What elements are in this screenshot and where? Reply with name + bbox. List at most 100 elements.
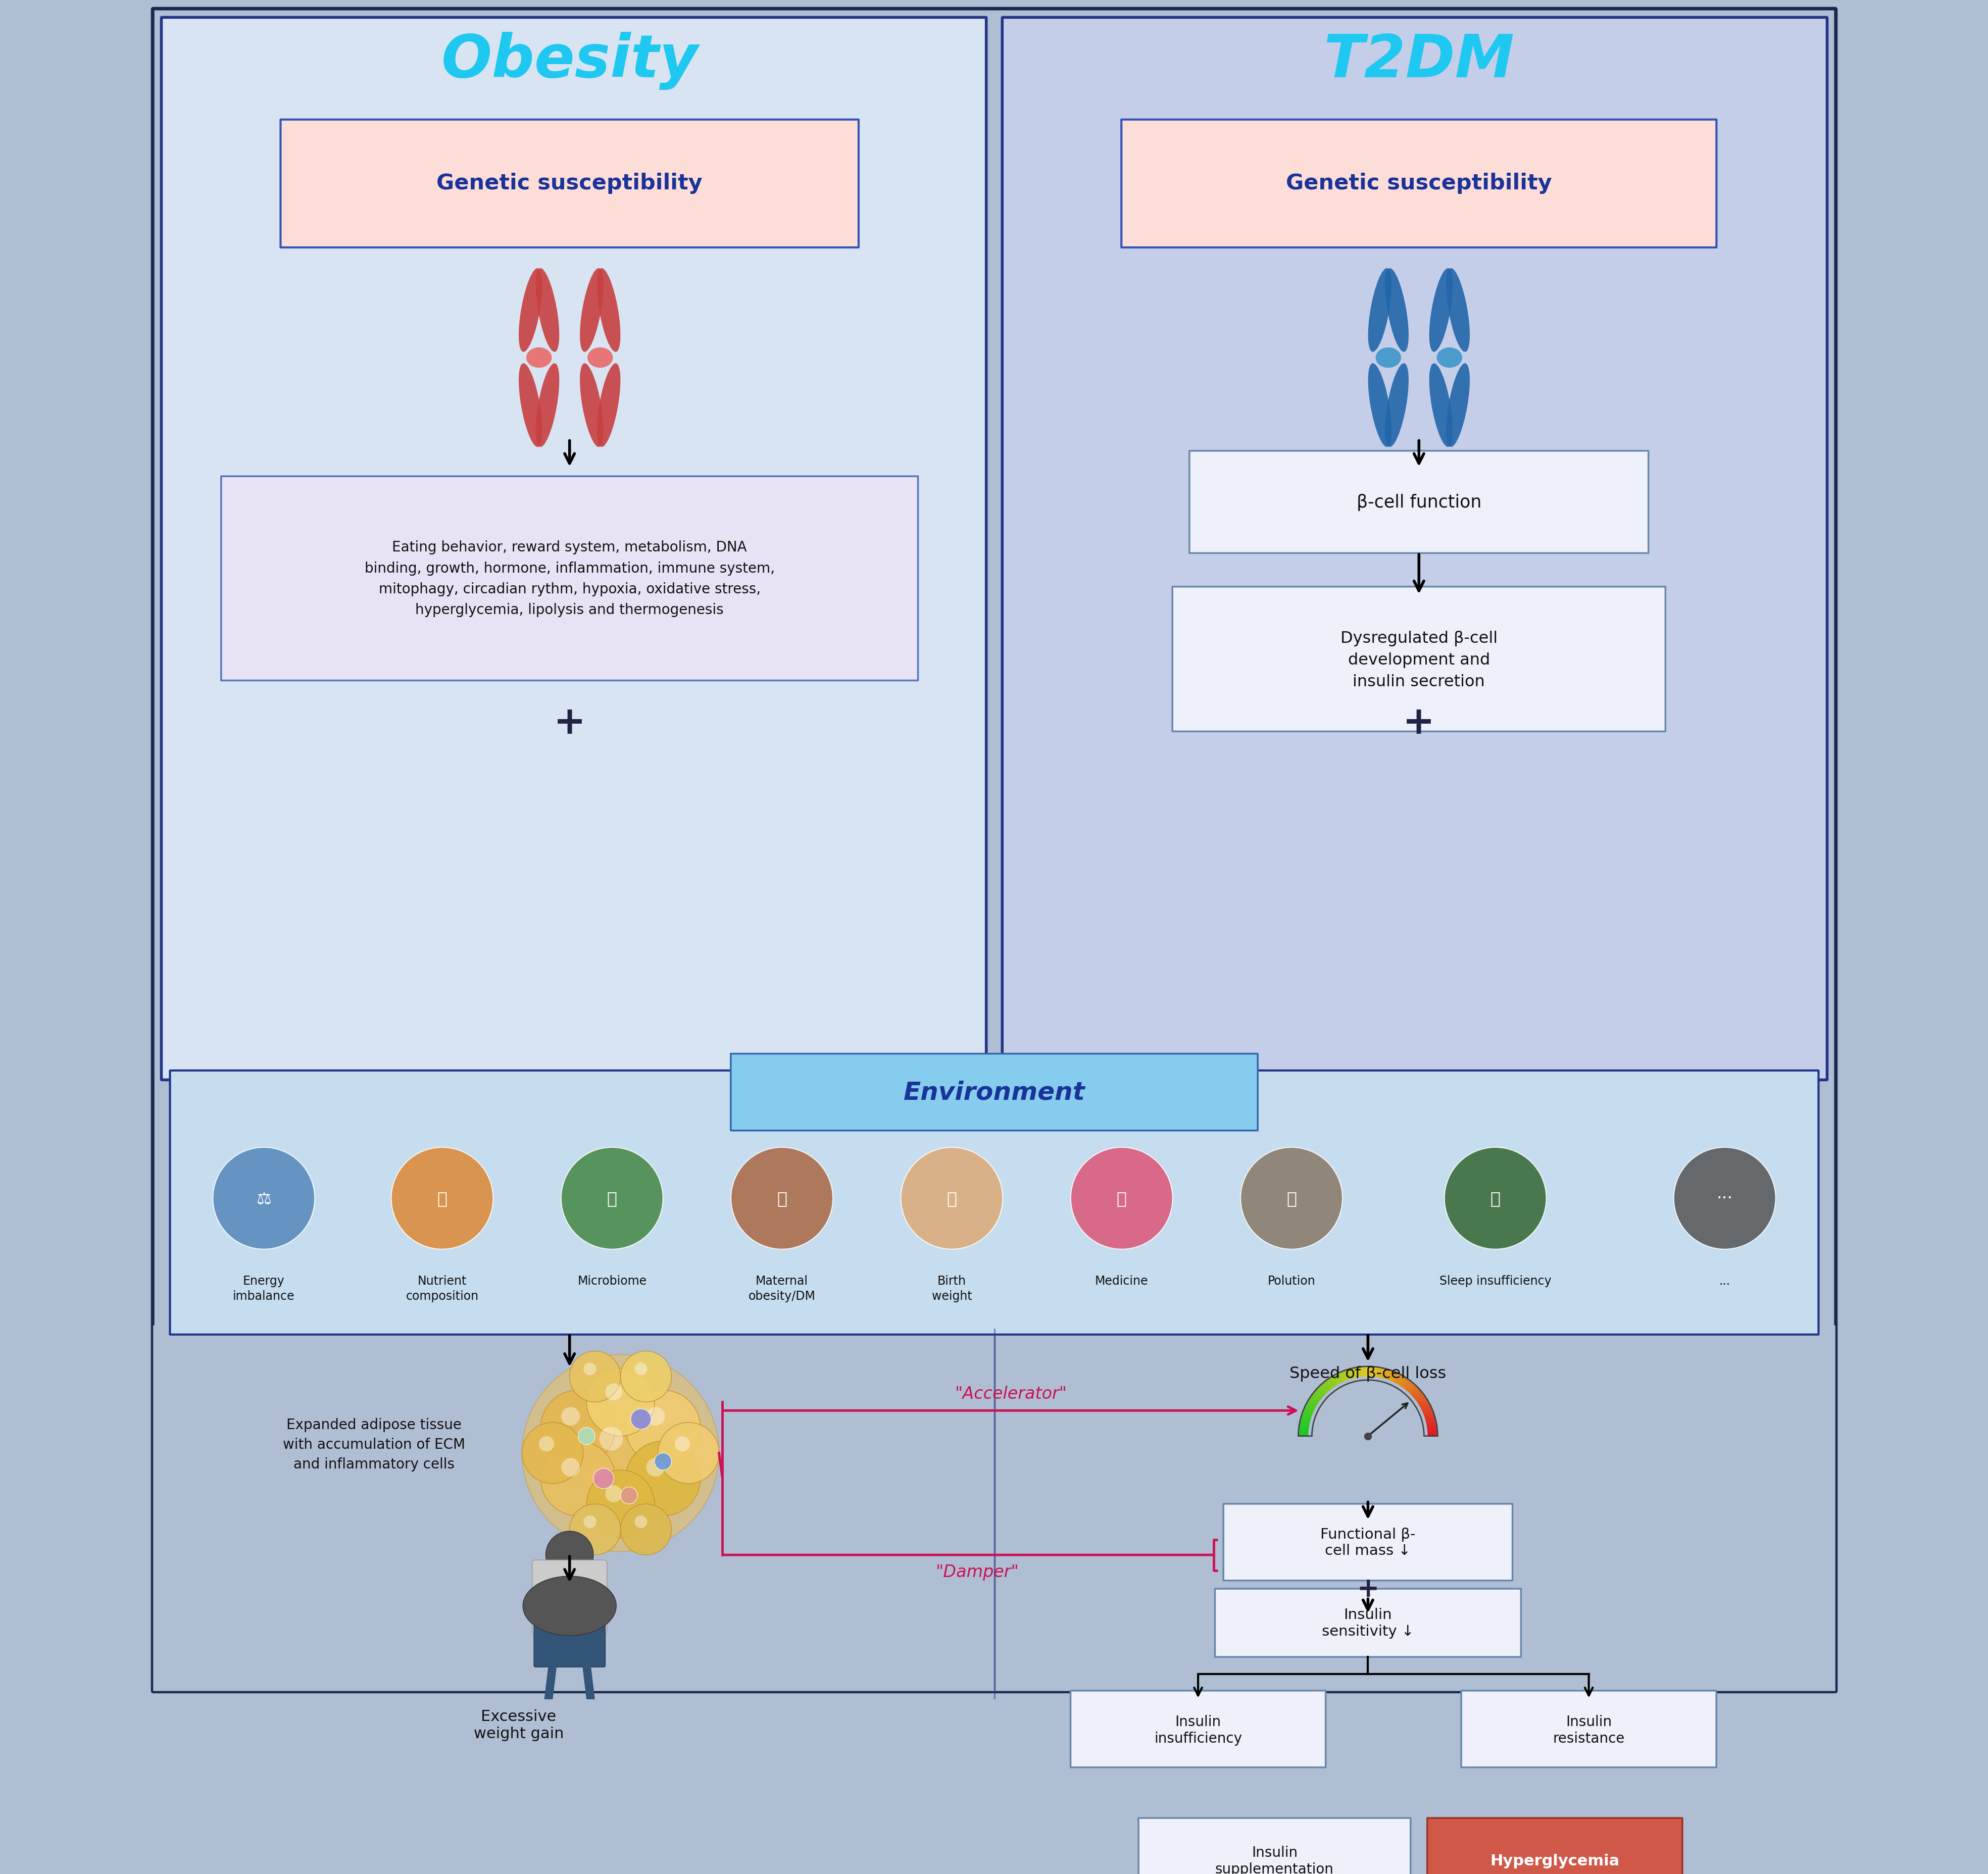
Circle shape — [541, 1441, 616, 1516]
Text: Insulin
resistance: Insulin resistance — [1553, 1715, 1624, 1745]
Ellipse shape — [1386, 268, 1408, 352]
Text: +: + — [1356, 1576, 1380, 1602]
FancyBboxPatch shape — [1189, 452, 1648, 553]
Text: ...: ... — [1720, 1274, 1730, 1287]
Text: Medicine: Medicine — [1095, 1274, 1147, 1287]
FancyBboxPatch shape — [533, 1559, 606, 1634]
Ellipse shape — [580, 268, 602, 352]
Circle shape — [646, 1458, 664, 1477]
FancyBboxPatch shape — [153, 1325, 1835, 1690]
Text: β-cell function: β-cell function — [1356, 493, 1481, 512]
Ellipse shape — [1429, 268, 1453, 352]
Ellipse shape — [596, 268, 620, 352]
Text: Environment: Environment — [903, 1079, 1085, 1104]
Ellipse shape — [596, 364, 620, 448]
Circle shape — [586, 1469, 654, 1539]
Ellipse shape — [1368, 364, 1392, 448]
Circle shape — [541, 1391, 616, 1465]
Circle shape — [626, 1391, 700, 1465]
Text: T2DM: T2DM — [1324, 32, 1515, 90]
Circle shape — [561, 1458, 580, 1477]
FancyBboxPatch shape — [1215, 1589, 1521, 1657]
FancyBboxPatch shape — [1223, 1505, 1513, 1580]
Text: 💻: 💻 — [1489, 1190, 1501, 1207]
FancyBboxPatch shape — [280, 120, 859, 247]
Circle shape — [592, 1469, 614, 1488]
Text: 🤰: 🤰 — [777, 1190, 787, 1207]
Text: 💊: 💊 — [1117, 1190, 1127, 1207]
Circle shape — [901, 1147, 1002, 1250]
Circle shape — [569, 1505, 620, 1555]
Text: 👶: 👶 — [946, 1190, 956, 1207]
Circle shape — [626, 1441, 700, 1516]
Circle shape — [654, 1452, 672, 1469]
FancyBboxPatch shape — [1461, 1690, 1716, 1767]
Text: Insulin
sensitivity ↓: Insulin sensitivity ↓ — [1322, 1608, 1413, 1638]
FancyBboxPatch shape — [1121, 120, 1716, 247]
Text: "Accelerator": "Accelerator" — [954, 1385, 1068, 1402]
Circle shape — [620, 1488, 638, 1505]
Text: Dysregulated β-cell
development and
insulin secretion: Dysregulated β-cell development and insu… — [1340, 632, 1497, 690]
Circle shape — [674, 1435, 690, 1452]
Text: Insulin
insufficiency: Insulin insufficiency — [1153, 1715, 1242, 1745]
Circle shape — [569, 1351, 620, 1402]
Text: Functional β-
cell mass ↓: Functional β- cell mass ↓ — [1320, 1527, 1415, 1557]
Circle shape — [604, 1486, 622, 1503]
Ellipse shape — [1437, 349, 1461, 367]
FancyBboxPatch shape — [533, 1621, 604, 1668]
Text: 🍔: 🍔 — [437, 1190, 447, 1207]
Ellipse shape — [519, 268, 543, 352]
Circle shape — [539, 1435, 555, 1452]
Ellipse shape — [527, 349, 551, 367]
Circle shape — [620, 1505, 672, 1555]
Circle shape — [1443, 1147, 1547, 1250]
Ellipse shape — [1429, 364, 1453, 448]
Circle shape — [523, 1355, 720, 1552]
FancyBboxPatch shape — [1070, 1690, 1326, 1767]
Circle shape — [620, 1351, 672, 1402]
Circle shape — [561, 1407, 580, 1426]
Text: Polution: Polution — [1266, 1274, 1316, 1287]
FancyBboxPatch shape — [1173, 587, 1666, 731]
Circle shape — [732, 1147, 833, 1250]
Circle shape — [582, 1516, 596, 1527]
Circle shape — [561, 1147, 662, 1250]
Text: 🦠: 🦠 — [606, 1190, 616, 1207]
Circle shape — [646, 1407, 664, 1426]
Circle shape — [634, 1362, 648, 1376]
Ellipse shape — [580, 364, 602, 448]
Ellipse shape — [1368, 268, 1392, 352]
Ellipse shape — [1386, 364, 1408, 448]
Text: +: + — [1402, 705, 1435, 742]
Circle shape — [523, 1422, 582, 1484]
Ellipse shape — [535, 364, 559, 448]
Text: Energy
imbalance: Energy imbalance — [233, 1274, 294, 1302]
Text: Sleep insufficiency: Sleep insufficiency — [1439, 1274, 1551, 1287]
Text: Insulin
supplementation: Insulin supplementation — [1215, 1846, 1334, 1874]
Text: "Damper": "Damper" — [936, 1563, 1018, 1580]
Text: ⚖: ⚖ — [256, 1190, 270, 1207]
Text: Nutrient
composition: Nutrient composition — [406, 1274, 479, 1302]
Circle shape — [579, 1428, 594, 1445]
Text: 💨: 💨 — [1286, 1190, 1296, 1207]
Circle shape — [545, 1531, 592, 1578]
Ellipse shape — [1376, 349, 1402, 367]
Ellipse shape — [519, 364, 543, 448]
FancyBboxPatch shape — [1139, 1818, 1409, 1874]
Text: Speed of β-cell loss: Speed of β-cell loss — [1290, 1366, 1445, 1381]
Text: Genetic susceptibility: Genetic susceptibility — [1286, 172, 1551, 193]
Circle shape — [634, 1516, 648, 1527]
Text: Hyperglycemia: Hyperglycemia — [1489, 1853, 1618, 1868]
Ellipse shape — [535, 268, 559, 352]
Ellipse shape — [1445, 268, 1469, 352]
Text: ···: ··· — [1716, 1190, 1732, 1207]
Ellipse shape — [586, 349, 612, 367]
Text: Maternal
obesity/DM: Maternal obesity/DM — [747, 1274, 815, 1302]
Circle shape — [1241, 1147, 1342, 1250]
Text: Expanded adipose tissue
with accumulation of ECM
and inflammatory cells: Expanded adipose tissue with accumulatio… — [282, 1419, 465, 1471]
FancyBboxPatch shape — [1427, 1818, 1682, 1874]
Text: Genetic susceptibility: Genetic susceptibility — [437, 172, 702, 193]
Text: Excessive
weight gain: Excessive weight gain — [473, 1709, 563, 1741]
Circle shape — [658, 1422, 720, 1484]
Circle shape — [630, 1409, 650, 1430]
